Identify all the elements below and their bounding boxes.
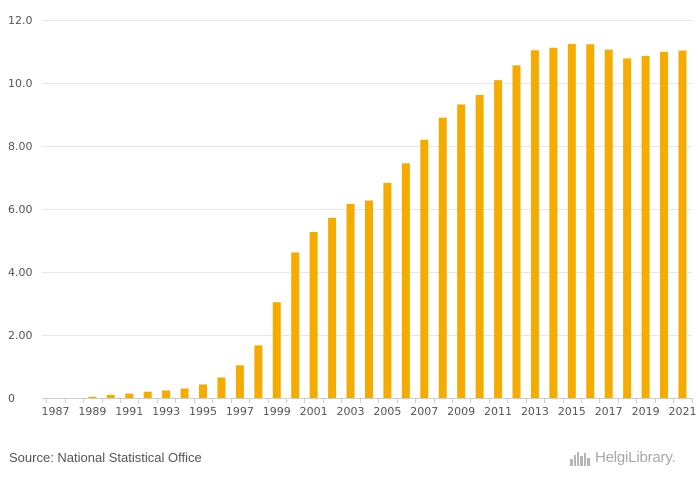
bar-2016[interactable] [586,44,595,398]
bar-2005[interactable] [383,182,392,398]
y-tick-label: 4.00 [8,266,33,279]
y-tick-label: 6.00 [8,203,33,216]
x-tick-label: 2017 [595,405,623,418]
x-tick-label: 1989 [78,405,106,418]
bar-1991[interactable] [125,393,134,398]
bar-2004[interactable] [364,200,373,399]
x-tick-label: 2003 [337,405,365,418]
bar-2020[interactable] [660,51,669,399]
x-tick-label: 1997 [226,405,254,418]
bar-1999[interactable] [272,302,281,398]
bar-1989[interactable] [88,396,97,398]
source-note: Source: National Statistical Office [9,450,202,465]
bar-2019[interactable] [641,55,650,398]
bar-2018[interactable] [623,58,632,399]
bar-2002[interactable] [328,217,337,398]
bar-2000[interactable] [291,252,300,398]
bar-2013[interactable] [530,50,539,399]
y-tick-label: 8.00 [8,140,33,153]
x-tick-label: 2021 [668,405,696,418]
bar-2001[interactable] [309,232,318,398]
bar-2012[interactable] [512,65,521,399]
x-tick-label: 2007 [410,405,438,418]
bar-2003[interactable] [346,203,355,398]
x-tick-label: 2005 [373,405,401,418]
helgi-library-logo[interactable]: HelgiLibrary. [570,449,676,466]
y-tick-label: 10.0 [8,77,33,90]
y-tick-label: 2.00 [8,329,33,342]
x-tick-label: 1999 [263,405,291,418]
x-tick-label: 1991 [115,405,143,418]
x-tick-label: 2009 [447,405,475,418]
axes: 1987 1989 1991 1993 1995 1997 1999 2001 2003 2005… [42,398,696,418]
bar-2008[interactable] [438,117,447,399]
x-tick-label: 1987 [42,405,70,418]
bar-2021[interactable] [678,50,687,399]
bar-1996[interactable] [217,377,226,398]
bar-2017[interactable] [604,49,613,399]
x-tick-label: 2001 [300,405,328,418]
x-tick-label: 2015 [558,405,586,418]
bar-2015[interactable] [567,43,576,398]
bar-1992[interactable] [143,391,152,398]
bar-2006[interactable] [401,163,410,398]
bar-1995[interactable] [199,384,208,398]
x-tick-label: 2019 [632,405,660,418]
bar-2010[interactable] [475,94,484,398]
bar-1994[interactable] [180,388,189,398]
bars [88,43,687,399]
x-tick-label: 1993 [152,405,180,418]
bar-1993[interactable] [162,390,171,398]
y-tick-label: 12.0 [8,14,33,27]
bar-1998[interactable] [254,345,263,398]
x-tick-label: 2011 [484,405,512,418]
bar-2009[interactable] [457,104,466,399]
x-tick-label: 1995 [189,405,217,418]
bar-1990[interactable] [106,394,115,398]
x-tick-label: 2013 [521,405,549,418]
skyline-icon [570,451,590,466]
bar-1997[interactable] [235,365,244,398]
bar-2014[interactable] [549,47,558,398]
logo-text: HelgiLibrary. [595,449,676,466]
bar-2011[interactable] [494,80,503,399]
y-tick-label: 0 [8,392,15,405]
bar-2007[interactable] [420,139,429,398]
